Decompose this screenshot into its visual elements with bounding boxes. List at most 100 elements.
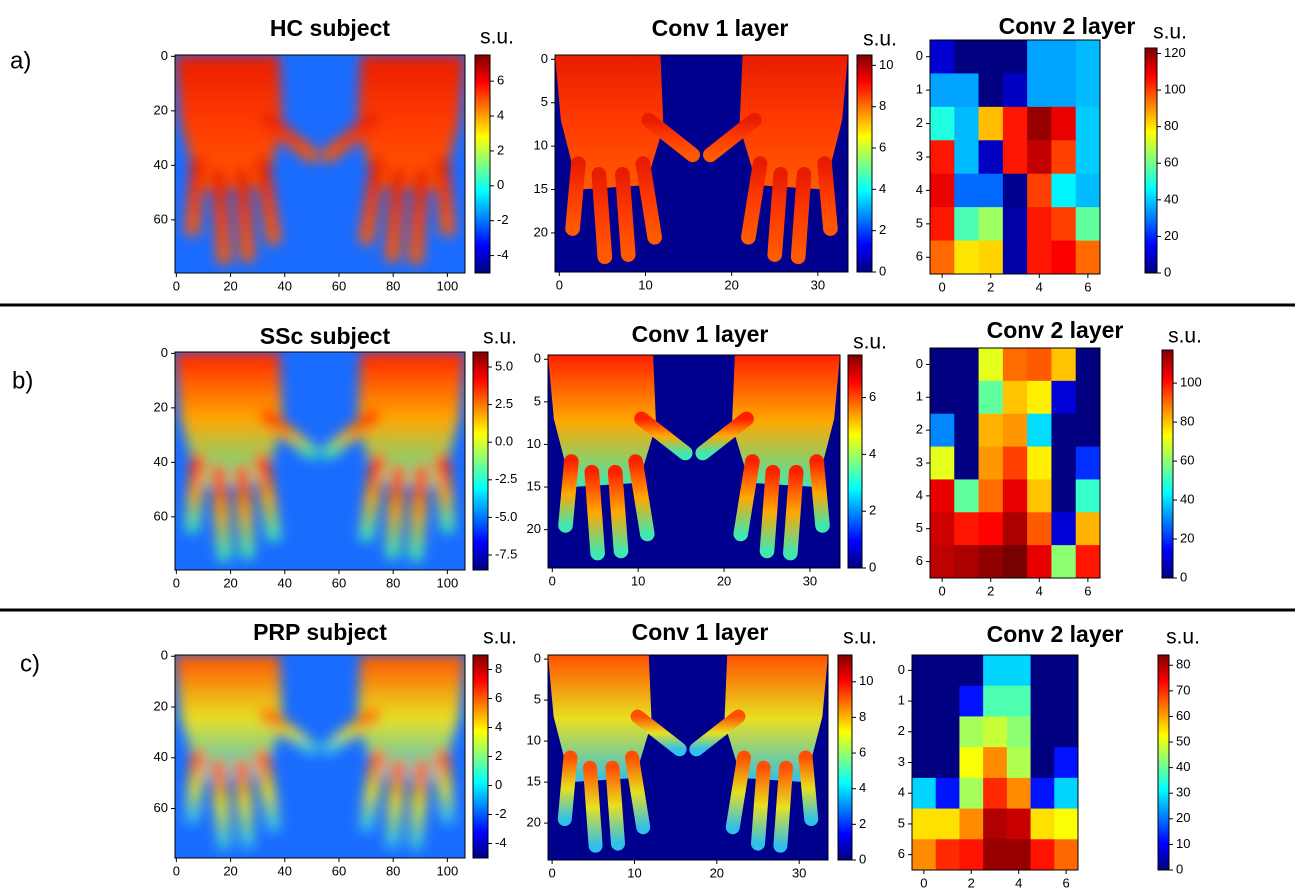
heatmap-cell (954, 73, 980, 108)
colorbar (472, 351, 489, 571)
y-tick-label: 0 (161, 648, 168, 663)
finger (635, 156, 662, 245)
colorbar-tick-label: 5.0 (495, 358, 513, 373)
finger (359, 453, 386, 543)
hand (548, 655, 652, 783)
finger (234, 464, 255, 560)
heatmap-cell (1051, 479, 1077, 513)
heatmap-cell (1002, 140, 1028, 175)
hand (548, 355, 657, 488)
hands (175, 55, 465, 265)
heatmap-cell (1030, 685, 1055, 717)
colorbar-tick-label: 10 (879, 57, 893, 72)
colorbar-tick-label: 0 (1164, 264, 1171, 279)
finger (558, 454, 579, 533)
finger (260, 708, 319, 756)
colorbar-unit: s.u. (1166, 626, 1200, 649)
heatmap-cell (978, 207, 1004, 242)
heatmap-cell (1006, 777, 1032, 810)
plot-frame (174, 351, 466, 571)
heatmap-cell (1075, 140, 1101, 175)
finger (759, 464, 781, 559)
heatmap-cell (1002, 512, 1028, 546)
y-tick-label: 4 (916, 487, 923, 502)
finger (817, 156, 838, 236)
colorbar-tick-label: 40 (1164, 191, 1178, 206)
colorbar-tick-label: 60 (1164, 155, 1178, 170)
x-tick-label: 0 (549, 573, 556, 588)
y-tick-label: 40 (154, 157, 168, 172)
colorbar-tick-label: 50 (1176, 733, 1190, 748)
colorbar-unit: s.u. (863, 28, 897, 51)
heatmap-cell (1075, 545, 1101, 579)
x-tick-label: 10 (638, 277, 652, 292)
y-tick-label: 0 (541, 51, 548, 66)
y-tick-label: 0 (534, 351, 541, 366)
y-tick-label: 3 (916, 148, 923, 163)
x-tick-label: 2 (987, 279, 994, 294)
heatmap-cell (930, 140, 955, 175)
hand (555, 55, 664, 190)
y-tick-label: 5 (534, 692, 541, 707)
heatmap-cell (912, 685, 937, 717)
y-tick-label: 20 (154, 399, 168, 414)
heatmap-cell (1006, 808, 1032, 840)
heatmap-cell (1002, 380, 1028, 415)
heatmap-cell (1030, 655, 1055, 687)
panel-title: Conv 2 layer (987, 317, 1124, 343)
colorbar-tick-label: 2 (879, 222, 886, 237)
colorbar-unit: s.u. (1168, 325, 1202, 348)
finger (607, 464, 629, 559)
finger (434, 749, 455, 825)
heatmap-cell (1051, 512, 1077, 546)
heatmap-cell (930, 73, 955, 108)
heatmap-cell (983, 839, 1008, 871)
x-tick-label: 40 (278, 575, 292, 590)
heatmap-cell (1002, 479, 1028, 513)
colorbar (472, 654, 489, 859)
heatmap-cell (1006, 839, 1032, 871)
y-tick-label: 5 (541, 94, 548, 109)
heatmap-cell (1002, 173, 1028, 208)
heatmap-cell (935, 808, 960, 840)
finger (591, 167, 613, 265)
heatmap-cell (930, 106, 955, 141)
heatmap-cell (1054, 716, 1079, 748)
colorbar-tick-label: 60 (1180, 453, 1194, 468)
heatmap-cell (1051, 106, 1077, 141)
finger (385, 464, 406, 560)
panel-title: Conv 2 layer (999, 13, 1136, 39)
plot-frame (174, 54, 466, 274)
y-tick-label: 5 (898, 815, 905, 830)
colorbar-tick-label: 0.0 (495, 434, 513, 449)
colorbar-tick-label: 4 (497, 107, 504, 122)
x-tick-label: 20 (223, 278, 237, 293)
finger (408, 167, 429, 265)
y-tick-label: 15 (527, 478, 541, 493)
hands (555, 55, 848, 265)
finger (234, 759, 255, 850)
heatmap-cell (1054, 747, 1079, 779)
heatmap-cell (978, 40, 1004, 74)
heatmap-cell (912, 777, 937, 810)
heatmap-cell (1054, 839, 1079, 871)
colorbar-unit: s.u. (1153, 21, 1187, 44)
finger (695, 411, 754, 461)
hands (548, 655, 828, 853)
y-tick-label: 1 (898, 693, 905, 708)
y-tick-label: 4 (916, 182, 923, 197)
finger (625, 750, 651, 835)
heatmap-cell (930, 545, 955, 579)
colorbar-tick-label: 4 (859, 780, 866, 795)
heatmap-cell (1027, 413, 1052, 448)
colorbar-tick-label: 0 (859, 851, 866, 866)
x-tick-label: 80 (386, 575, 400, 590)
finger (557, 750, 578, 826)
hand (357, 352, 465, 488)
finger (798, 750, 819, 826)
heatmap-cell (959, 685, 984, 717)
finger (359, 156, 386, 246)
colorbar-tick-label: 100 (1164, 82, 1186, 97)
x-tick-label: 10 (631, 573, 645, 588)
